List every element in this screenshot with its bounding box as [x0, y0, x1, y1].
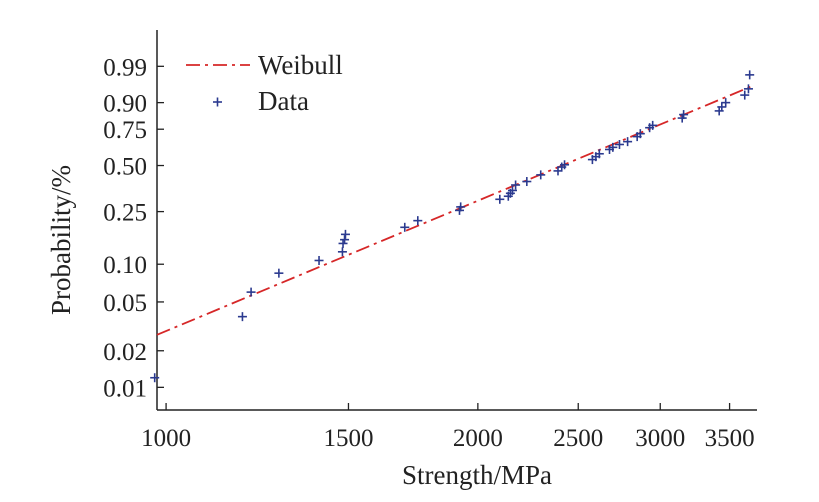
x-tick-label: 2000 [453, 425, 503, 452]
data-point [623, 137, 633, 147]
y-tick-label: 0.10 [103, 252, 147, 279]
data-point [274, 268, 284, 278]
y-tick-label: 0.50 [103, 154, 147, 181]
y-tick-label: 0.05 [103, 290, 147, 317]
data-point [743, 84, 753, 94]
data-point [536, 170, 546, 180]
data-point [717, 102, 727, 112]
data-point [413, 216, 423, 226]
data-point [608, 142, 618, 152]
legend: Weibull Data [186, 50, 343, 116]
y-tick-label: 0.02 [103, 339, 147, 366]
data-point [594, 149, 604, 159]
legend-data-swatch [213, 97, 222, 107]
x-axis: 1000 1500 2000 2500 3000 3500 [141, 403, 757, 452]
data-point [400, 222, 410, 232]
data-point [560, 160, 570, 170]
y-axis: 0.01 0.02 0.05 0.10 0.25 0.50 0.750.90 0.99 [103, 30, 164, 410]
data-point [614, 139, 624, 149]
legend-weibull-label: Weibull [258, 50, 343, 80]
data-point [740, 90, 750, 100]
y-tick-label: 0.75 [103, 117, 147, 144]
data-point [150, 373, 160, 383]
data-point [522, 177, 532, 187]
data-point [340, 235, 350, 245]
data-point [337, 247, 347, 257]
series-layer [150, 70, 755, 383]
x-axis-title: Strength/MPa [402, 460, 552, 490]
data-point [246, 287, 256, 297]
x-tick-label: 1000 [141, 425, 191, 452]
data-point [635, 129, 645, 139]
data-point [507, 185, 517, 195]
data-point [495, 194, 505, 204]
data-point [745, 70, 755, 80]
y-tick-label: 0.01 [103, 375, 147, 402]
data-point [314, 255, 324, 265]
data-point [648, 120, 658, 130]
data-point [511, 180, 521, 190]
x-tick-label: 1500 [323, 425, 373, 452]
legend-data-label: Data [258, 86, 309, 116]
data-point [679, 110, 689, 120]
data-point [456, 202, 466, 212]
data-point [340, 229, 350, 239]
x-tick-label: 3500 [705, 425, 755, 452]
data-point [237, 312, 247, 322]
x-tick-label: 3000 [635, 425, 685, 452]
y-axis-title: Probability/% [46, 165, 76, 315]
y-tick-label: 0.90 [103, 91, 147, 118]
data-point [721, 98, 731, 108]
y-tick-label: 0.25 [103, 200, 147, 227]
x-tick-label: 2500 [553, 425, 603, 452]
y-tick-label: 0.99 [103, 54, 147, 81]
